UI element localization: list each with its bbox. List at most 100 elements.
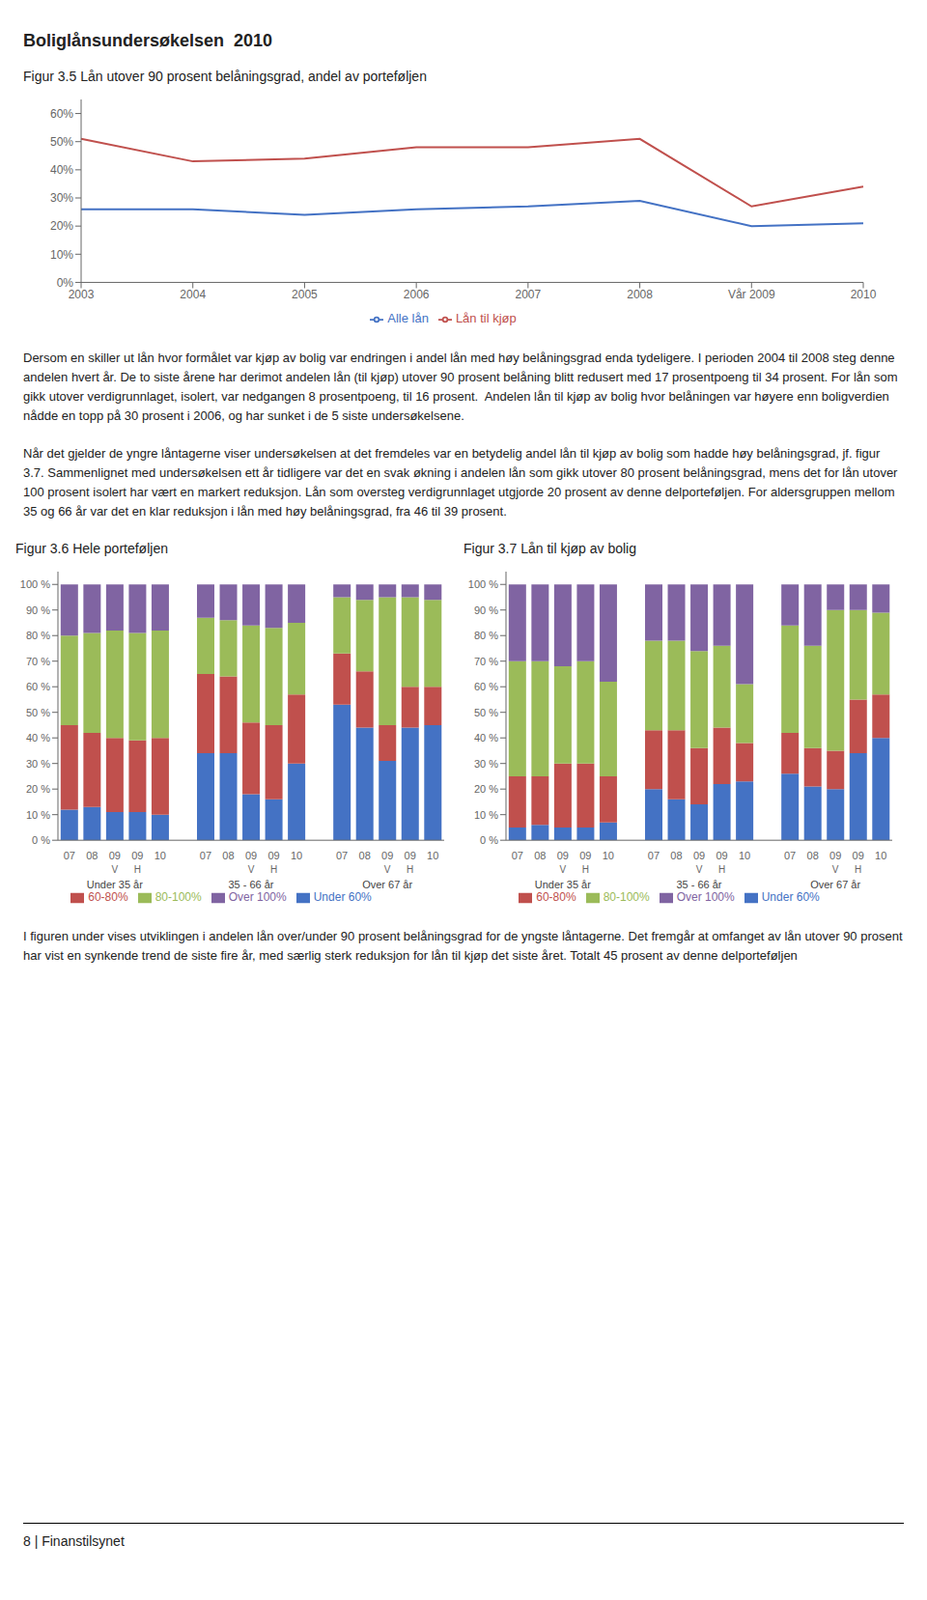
svg-text:2004: 2004	[179, 287, 206, 302]
svg-text:2007: 2007	[515, 287, 542, 302]
svg-text:09: 09	[267, 849, 280, 862]
svg-text:07: 07	[336, 849, 348, 862]
html-text:Figur 3.5 Lån utover 90 prosen: Figur 3.5 Lån utover 90 prosent belåning…	[23, 68, 427, 85]
svg-text:60%: 60%	[50, 107, 74, 121]
svg-text:09: 09	[131, 849, 143, 862]
svg-text:Under 35 år: Under 35 år	[86, 878, 143, 891]
svg-text:2006: 2006	[403, 287, 430, 302]
html-text:Lån til kjøp: Lån til kjøp	[455, 311, 517, 326]
svg-text:H: H	[718, 864, 726, 875]
svg-text:07: 07	[199, 849, 212, 862]
svg-text:2010: 2010	[850, 287, 877, 302]
svg-text:50 %: 50 %	[474, 706, 499, 719]
svg-text:H: H	[854, 864, 862, 875]
svg-text:V: V	[111, 864, 118, 875]
svg-text:30 %: 30 %	[474, 758, 499, 770]
svg-text:20 %: 20 %	[474, 783, 499, 795]
html-text:Under 60%: Under 60%	[313, 890, 372, 905]
svg-text:09: 09	[404, 849, 417, 862]
svg-text:09: 09	[693, 849, 705, 862]
svg-text:10 %: 10 %	[474, 809, 499, 821]
svg-text:50%: 50%	[50, 135, 74, 149]
svg-text:07: 07	[63, 849, 76, 862]
svg-text:10: 10	[154, 849, 167, 862]
svg-text:60 %: 60 %	[26, 680, 51, 693]
svg-text:10 %: 10 %	[26, 809, 51, 821]
svg-text:H: H	[134, 864, 141, 875]
svg-text:50 %: 50 %	[26, 706, 51, 719]
svg-text:60 %: 60 %	[474, 680, 499, 693]
html-text:I figuren under vises utviklin: I figuren under vises utviklingen i ande…	[23, 929, 906, 964]
svg-text:H: H	[270, 864, 278, 875]
svg-text:0%: 0%	[56, 276, 75, 290]
svg-text:09: 09	[245, 849, 257, 862]
svg-text:V: V	[696, 864, 703, 875]
svg-text:0 %: 0 %	[479, 834, 499, 846]
svg-text:40 %: 40 %	[474, 731, 499, 744]
svg-text:30%: 30%	[50, 191, 74, 205]
svg-text:10%: 10%	[50, 248, 74, 262]
html-text:Figur 3.6 Hele porteføljen: Figur 3.6 Hele porteføljen	[15, 540, 169, 557]
svg-text:20%: 20%	[50, 219, 74, 233]
svg-text:2008: 2008	[626, 287, 653, 302]
svg-text:09: 09	[715, 849, 728, 862]
html-text:Når det gjelder de yngre lånta: Når det gjelder de yngre låntagerne vise…	[23, 445, 902, 519]
html-text:Figur 3.7 Lån til kjøp av boli: Figur 3.7 Lån til kjøp av bolig	[463, 540, 637, 557]
html-text:Dersom en skiller ut lån hvor: Dersom en skiller ut lån hvor formålet v…	[23, 350, 902, 424]
svg-text:70 %: 70 %	[474, 655, 499, 668]
svg-text:35 - 66 år: 35 - 66 år	[675, 878, 722, 891]
svg-text:40%: 40%	[50, 163, 74, 177]
svg-text:20 %: 20 %	[26, 783, 51, 795]
svg-text:Under 35 år: Under 35 år	[534, 878, 591, 891]
svg-text:10: 10	[738, 849, 751, 862]
svg-text:V: V	[832, 864, 840, 875]
html-text:60-80%: 60-80%	[88, 890, 129, 905]
svg-text:80 %: 80 %	[26, 629, 51, 642]
svg-text:V: V	[248, 864, 255, 875]
svg-text:H: H	[582, 864, 590, 875]
svg-text:2005: 2005	[291, 287, 318, 302]
svg-text:07: 07	[647, 849, 660, 862]
svg-text:10: 10	[426, 849, 439, 862]
svg-text:10: 10	[874, 849, 887, 862]
svg-text:08: 08	[85, 849, 98, 862]
svg-text:2003: 2003	[68, 287, 95, 302]
svg-text:07: 07	[784, 849, 796, 862]
svg-text:35 - 66 år: 35 - 66 år	[227, 878, 274, 891]
svg-text:70 %: 70 %	[26, 655, 51, 668]
svg-text:08: 08	[359, 849, 371, 862]
svg-text:V: V	[384, 864, 392, 875]
svg-text:10: 10	[290, 849, 303, 862]
svg-text:H: H	[406, 864, 414, 875]
svg-text:07: 07	[511, 849, 524, 862]
svg-text:09: 09	[381, 849, 394, 862]
html-text:80-100%: 80-100%	[155, 890, 202, 905]
svg-text:Over 67 år: Over 67 år	[810, 878, 861, 891]
html-text:Boliglånsundersøkelsen 2010: Boliglånsundersøkelsen 2010	[23, 30, 273, 51]
svg-text:90 %: 90 %	[26, 604, 51, 617]
svg-text:09: 09	[579, 849, 591, 862]
svg-text:40 %: 40 %	[26, 731, 51, 744]
svg-text:08: 08	[670, 849, 682, 862]
svg-text:08: 08	[807, 849, 819, 862]
svg-text:09: 09	[852, 849, 865, 862]
svg-text:90 %: 90 %	[474, 604, 499, 617]
svg-text:09: 09	[829, 849, 842, 862]
svg-text:08: 08	[222, 849, 234, 862]
html-text:60-80%: 60-80%	[536, 890, 577, 905]
svg-text:09: 09	[109, 849, 121, 862]
svg-text:08: 08	[533, 849, 546, 862]
svg-text:Vår 2009: Vår 2009	[728, 287, 776, 302]
svg-text:V: V	[559, 864, 566, 875]
svg-text:100 %: 100 %	[468, 578, 499, 590]
svg-text:10: 10	[602, 849, 615, 862]
svg-text:100 %: 100 %	[20, 578, 51, 590]
svg-text:Over 67 år: Over 67 år	[362, 878, 413, 891]
svg-text:0 %: 0 %	[31, 834, 51, 846]
svg-text:09: 09	[557, 849, 569, 862]
html-text:8 | Finanstilsynet: 8 | Finanstilsynet	[23, 1533, 125, 1549]
svg-text:30 %: 30 %	[26, 758, 51, 770]
svg-text:80 %: 80 %	[474, 629, 499, 642]
html-text:Over 100%: Over 100%	[228, 890, 287, 905]
html-text:Alle lån: Alle lån	[387, 311, 429, 326]
